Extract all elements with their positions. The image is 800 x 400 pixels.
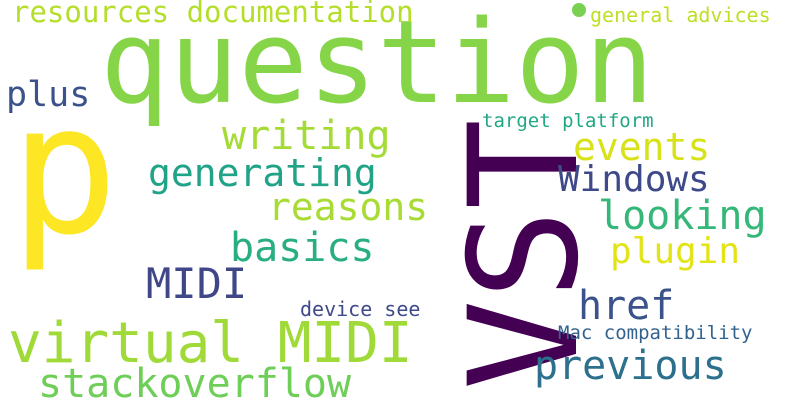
word-reasons: reasons [268, 185, 429, 229]
word-device-see: device see [300, 297, 421, 321]
word-p: p [10, 66, 119, 275]
word-mac-compatibility: Mac compatibility [558, 322, 753, 344]
word-plus: plus [6, 75, 91, 115]
word-midi: MIDI [146, 259, 248, 308]
word-writing: writing [222, 113, 391, 159]
word-events: events [573, 125, 711, 169]
word-resources-documentation: resources documentation [12, 0, 414, 29]
word-href: href [578, 283, 675, 329]
word-windows: Windows [558, 159, 710, 200]
word-basics: basics [230, 225, 375, 271]
word-looking: looking [598, 193, 767, 239]
word-generating: generating [148, 151, 377, 195]
word-previous: previous [534, 343, 727, 389]
word-target-platform: target platform [482, 110, 654, 132]
word-plugin: plugin [610, 231, 741, 272]
decorative-dot [572, 3, 586, 17]
word-question: question [100, 0, 654, 130]
word-stackoverflow: stackoverflow [38, 361, 352, 400]
word-virtual-midi: virtual MIDI [8, 311, 413, 376]
word-general-advices: general advices [590, 3, 771, 27]
